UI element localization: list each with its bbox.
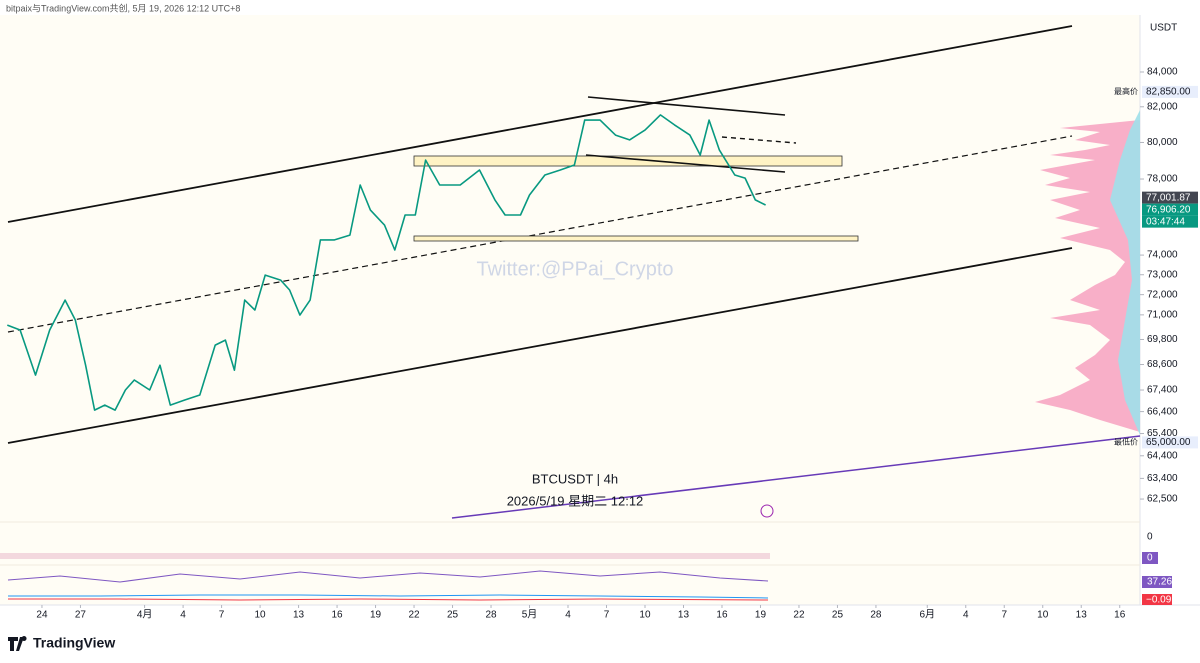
price-tag (1142, 85, 1198, 98)
header: bitpaix与TradingView.com共创, 5月 19, 2026 1… (6, 2, 240, 13)
datetime: 2026/5/19 星期二 12:12 (507, 493, 644, 508)
watermark: Twitter:@PPai_Crypto (476, 258, 673, 280)
x-tick-label: 4 (180, 610, 186, 621)
volume-profile (1110, 110, 1140, 435)
tag-box (1142, 552, 1158, 564)
x-tick-label: 19 (755, 610, 767, 621)
x-tick-label: 24 (36, 610, 48, 621)
symbol: BTCUSDT | 4h (532, 471, 618, 486)
channel-line (7, 247, 1073, 444)
x-tick-label: 5月 (522, 609, 538, 621)
macd-value: −0.09 (1146, 595, 1172, 606)
y-tick-label: 82,000 (1147, 101, 1178, 112)
x-tick-label: 13 (1076, 610, 1088, 621)
x-tick-label: 27 (75, 610, 87, 621)
x-tick-label: 16 (716, 610, 728, 621)
rsi-value: 37.26 (1147, 577, 1172, 588)
y-tick-label: 65,400 (1147, 428, 1178, 439)
y-tick-label: 67,400 (1147, 385, 1178, 396)
logo-icon (8, 636, 27, 651)
zone (413, 235, 859, 242)
price-tag-label: 76,906.20 (1146, 204, 1191, 215)
channel-midline (7, 135, 1073, 333)
channel-line (7, 25, 1073, 223)
y-tick-label: 78,000 (1147, 174, 1178, 185)
price-axis-pane (1140, 15, 1200, 605)
price-tag (1142, 436, 1198, 449)
x-tick-label: 4 (963, 610, 969, 621)
y-tick-label: 62,500 (1147, 494, 1178, 505)
price-tag (1142, 203, 1198, 216)
trend-line (585, 154, 786, 173)
x-tick-label: 13 (678, 610, 690, 621)
price-tag-label: 82,850.00 (1146, 87, 1191, 98)
x-tick-label: 4 (565, 610, 571, 621)
price-label-name: 最低价 (1114, 437, 1138, 447)
x-tick-label: 7 (219, 610, 225, 621)
x-tick-label: 28 (485, 610, 497, 621)
tag-box (1142, 594, 1172, 605)
volume-axis-label: 0 (1147, 532, 1153, 543)
price-tag-label: 65,000.00 (1146, 437, 1191, 448)
x-tick-label: 19 (370, 610, 382, 621)
y-tick-label: 80,000 (1147, 137, 1178, 148)
y-tick-label: 63,400 (1147, 473, 1178, 484)
y-tick-label: 72,000 (1147, 289, 1178, 300)
y-tick-label: 66,400 (1147, 406, 1178, 417)
chart-pane (0, 15, 1140, 605)
x-tick-label: 22 (408, 610, 420, 621)
indicator-line (7, 570, 769, 583)
x-tick-label: 16 (1114, 610, 1126, 621)
price-tag-note: 03:47:44 (1146, 216, 1185, 227)
logo-text: TradingView (33, 635, 115, 651)
trend-line (451, 435, 1141, 519)
price-label-name: 最高价 (1114, 86, 1138, 96)
x-tick-label: 28 (870, 610, 882, 621)
indicator-line (8, 598, 769, 601)
x-tick-label: 6月 (919, 609, 935, 621)
x-tick-label: 7 (1001, 610, 1007, 621)
price-tag (1142, 215, 1198, 228)
y-tick-label: 64,400 (1147, 450, 1178, 461)
y-tick-label: 69,800 (1147, 334, 1178, 345)
x-tick-label: 25 (832, 610, 844, 621)
y-tick-label: 73,000 (1147, 269, 1178, 280)
x-tick-label: 16 (331, 610, 343, 621)
x-tick-label: 25 (447, 610, 459, 621)
price-tag (1142, 191, 1198, 204)
y-tick-label: 71,000 (1147, 309, 1178, 320)
x-tick-label: 4月 (137, 609, 153, 621)
x-tick-label: 13 (293, 610, 305, 621)
price-line (7, 114, 766, 411)
x-tick-label: 7 (604, 610, 610, 621)
indicator-line (8, 594, 769, 599)
volume-value: 0 (1147, 553, 1153, 564)
y-tick-label: 84,000 (1147, 67, 1178, 78)
x-tick-label: 10 (639, 610, 651, 621)
price-tag-label: 77,001.87 (1146, 192, 1191, 203)
currency-label: USDT (1150, 23, 1177, 34)
y-tick-label: 74,000 (1147, 250, 1178, 261)
y-tick-label: 68,600 (1147, 359, 1178, 370)
x-tick-label: 10 (255, 610, 267, 621)
zone (413, 155, 843, 167)
event-icon (760, 504, 774, 518)
trend-line (587, 96, 786, 116)
projection-line (721, 136, 797, 144)
x-tick-label: 22 (793, 610, 805, 621)
tag-box (1142, 576, 1172, 588)
x-tick-label: 10 (1037, 610, 1049, 621)
